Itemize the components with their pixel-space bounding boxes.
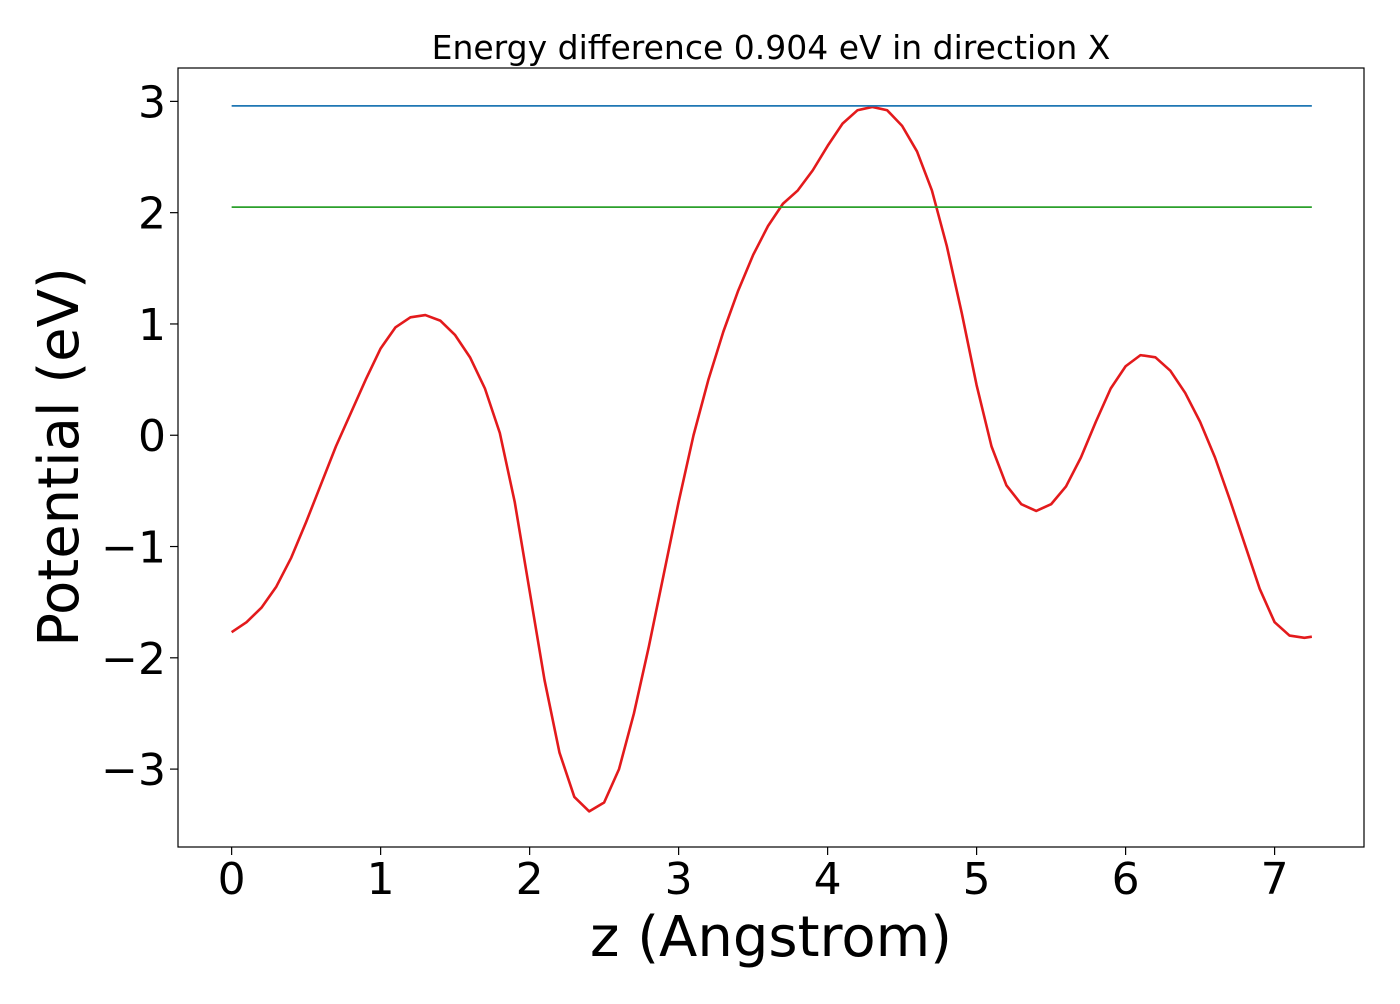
- y-axis-ticks: −3 −2 −1 0 1 2 3: [101, 77, 178, 796]
- x-tick-label: 0: [218, 854, 246, 905]
- y-tick-label: −2: [101, 634, 166, 685]
- x-axis-ticks: 0 1 2 3 4 5 6 7: [218, 847, 1289, 905]
- series-layer: [230, 104, 1313, 813]
- x-tick-label: 4: [814, 854, 842, 905]
- plot-frame: [177, 67, 1365, 848]
- x-tick-label: 5: [963, 854, 991, 905]
- x-tick-label: 2: [516, 854, 544, 905]
- x-tick-label: 7: [1261, 854, 1289, 905]
- x-tick-label: 6: [1112, 854, 1140, 905]
- y-tick-label: −3: [101, 745, 166, 796]
- x-tick-label: 1: [367, 854, 395, 905]
- x-axis-label: z (Angstrom): [590, 905, 952, 970]
- y-tick-label: 1: [138, 300, 166, 351]
- y-axis-label: Potential (eV): [27, 267, 92, 647]
- y-tick-label: −1: [101, 523, 166, 574]
- chart-title: Energy difference 0.904 eV in direction …: [432, 28, 1111, 67]
- y-tick-label: 3: [138, 77, 166, 128]
- y-tick-label: 2: [138, 189, 166, 240]
- series-line-potential: [230, 105, 1313, 813]
- y-tick-label: 0: [138, 411, 166, 462]
- x-tick-label: 3: [665, 854, 693, 905]
